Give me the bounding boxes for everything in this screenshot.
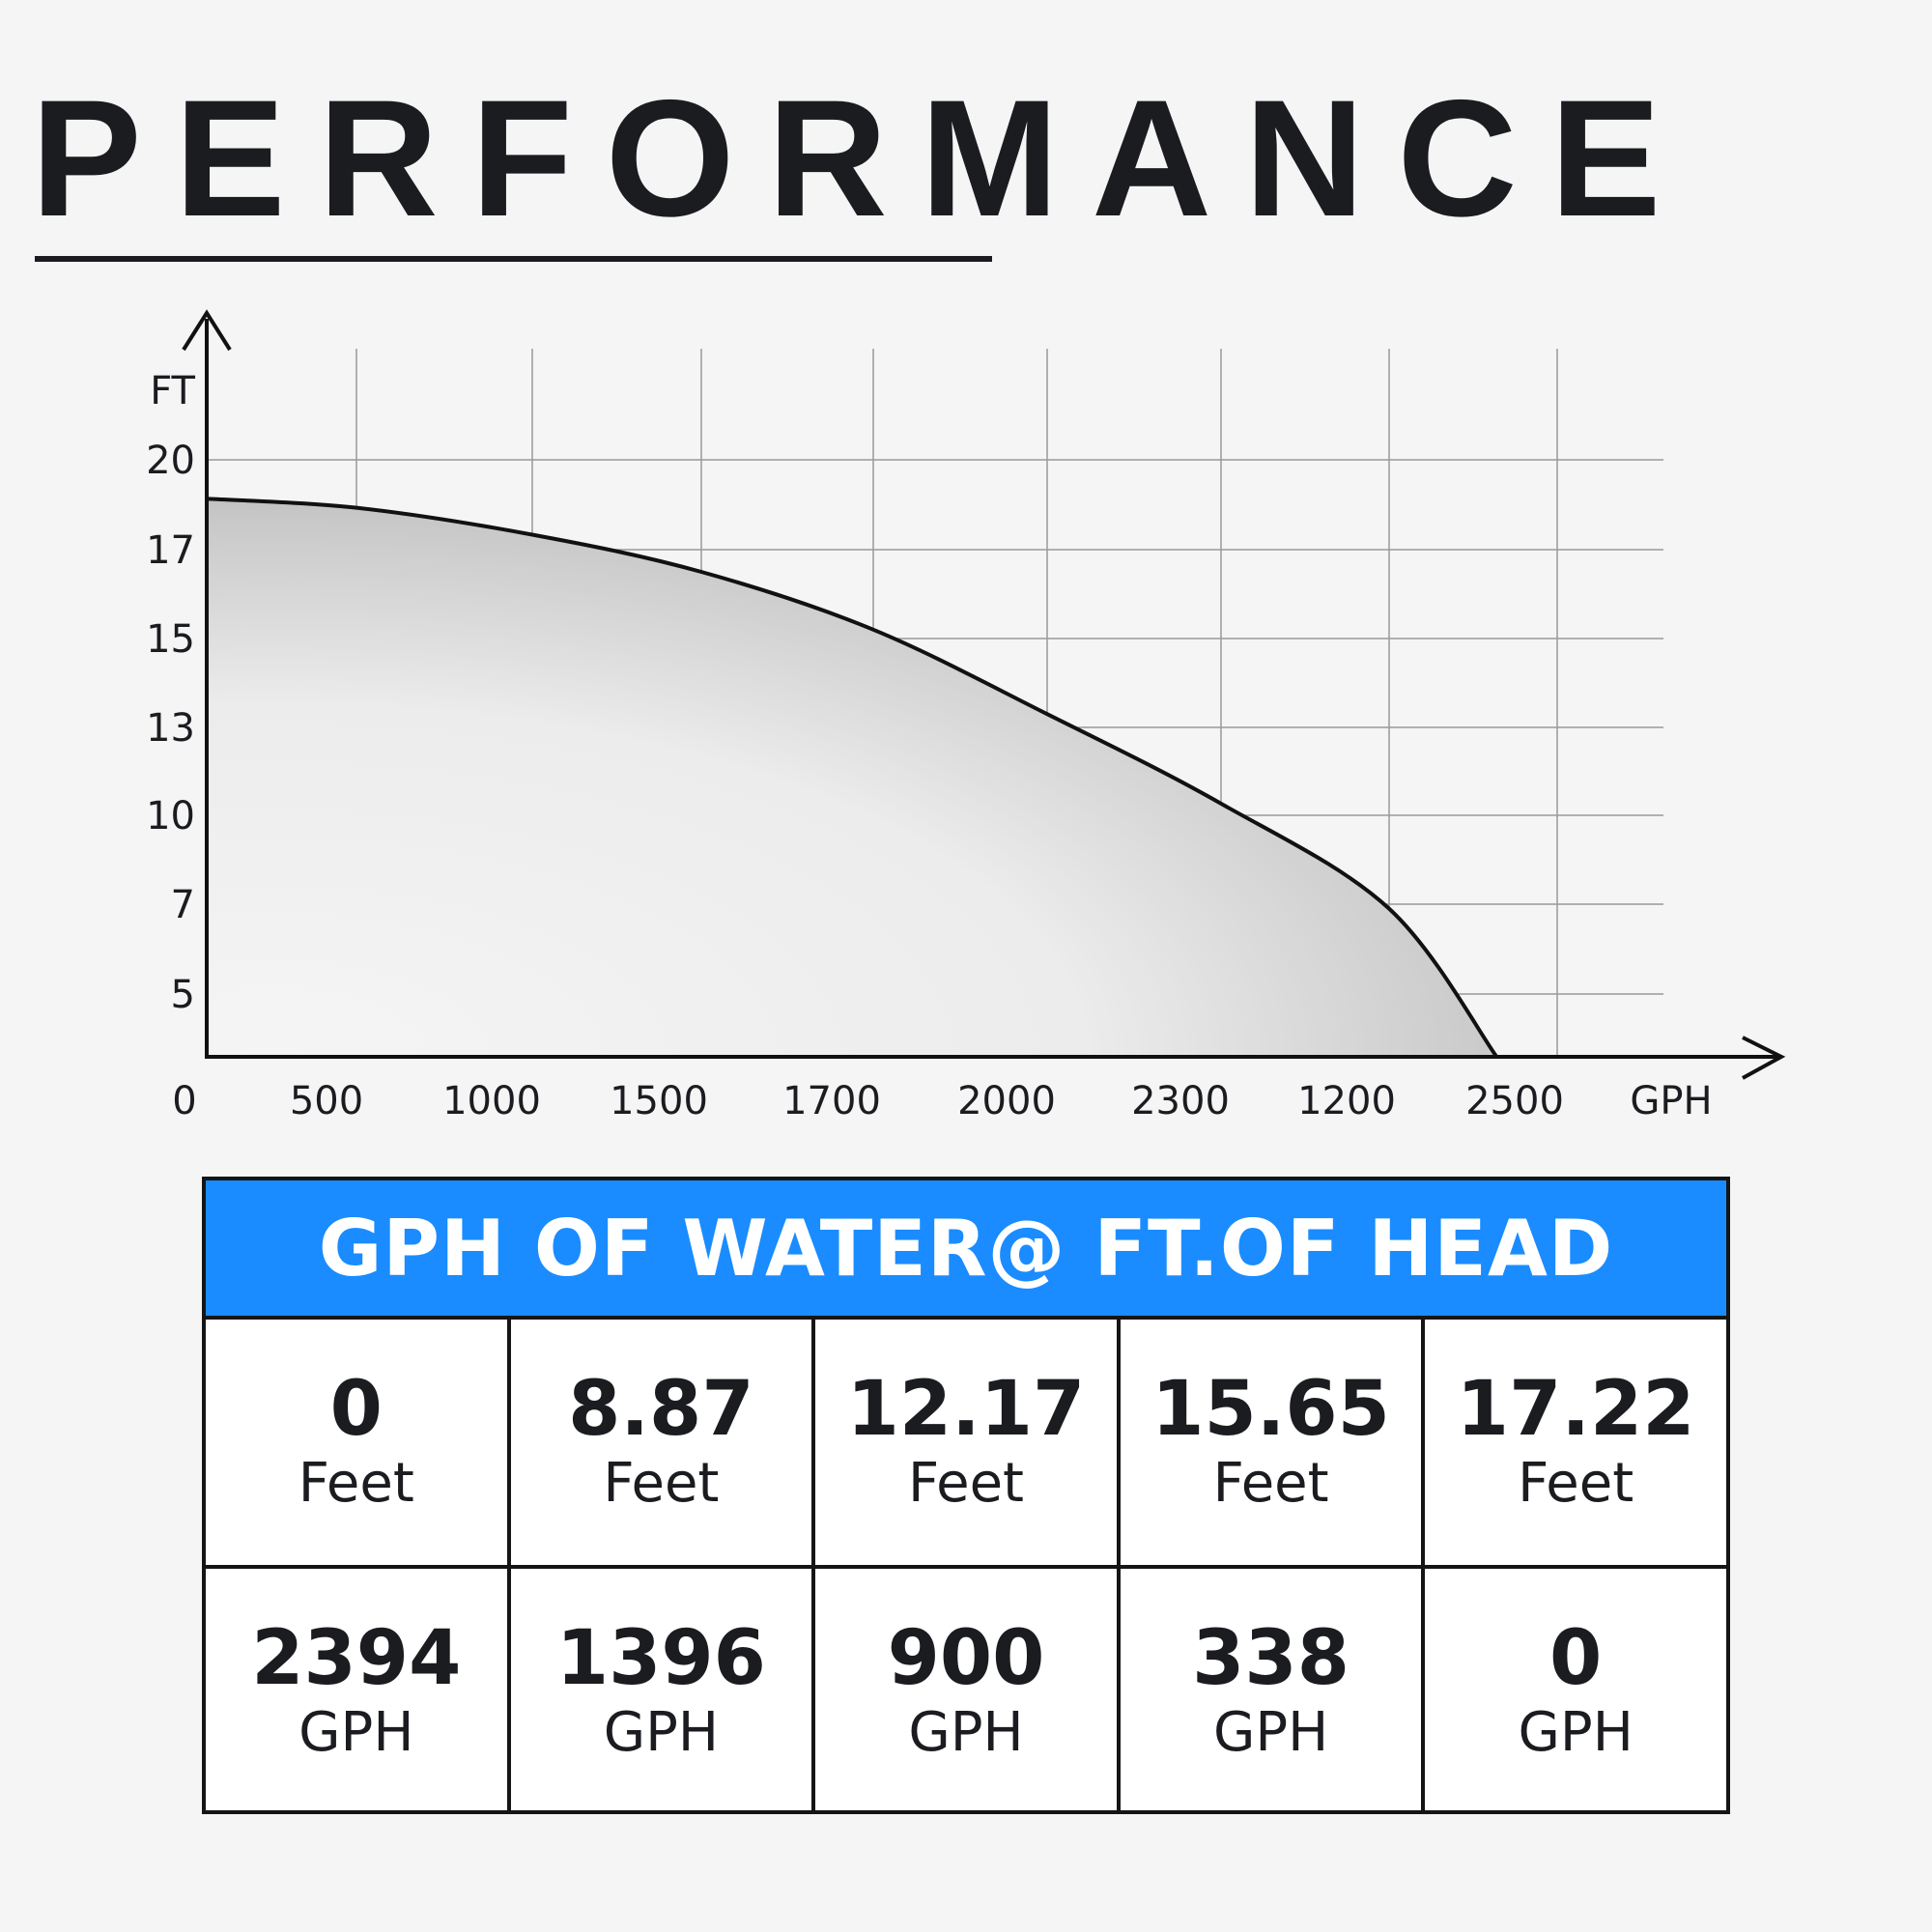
cell-value: 12.17 [846, 1365, 1086, 1453]
y-tick-label: 13 [146, 706, 195, 751]
y-tick-label: 15 [146, 617, 195, 662]
y-tick-label: 7 [171, 883, 195, 927]
cell-value: 0 [1549, 1614, 1603, 1702]
curve-area [207, 498, 1497, 1057]
table-cell: 338 GPH [1116, 1569, 1422, 1814]
y-axis-arrow-icon [182, 309, 232, 352]
y-tick-label: 20 [146, 439, 195, 483]
table-cell: 2394 GPH [206, 1569, 507, 1814]
performance-chart: 20 17 15 13 10 7 5 0 500 1000 1500 1700 2000 2300 1200… [146, 309, 1786, 1123]
cell-value: 2394 [251, 1614, 462, 1702]
cell-value: 1396 [555, 1614, 766, 1702]
y-tick-label: 5 [171, 973, 195, 1017]
x-tick-label: 2500 [1465, 1079, 1564, 1123]
cell-value: 900 [887, 1614, 1045, 1702]
table-cell: 15.65 Feet [1116, 1320, 1422, 1565]
table-cell: 1396 GPH [506, 1569, 812, 1814]
feet-row: 0 Feet 8.87 Feet 12.17 Feet 15.65 Feet 17.22… [206, 1320, 1726, 1565]
cell-unit: GPH [298, 1701, 414, 1765]
cell-value: 8.87 [568, 1365, 754, 1453]
x-tick-label: 0 [172, 1079, 196, 1123]
table-cell: 900 GPH [811, 1569, 1117, 1814]
y-tick-label: 17 [146, 528, 195, 573]
cell-unit: Feet [1518, 1452, 1634, 1516]
cell-value: 17.22 [1456, 1365, 1695, 1453]
title-underline [35, 256, 992, 262]
cell-unit: GPH [908, 1701, 1024, 1765]
table-cell: 12.17 Feet [811, 1320, 1117, 1565]
cell-unit: Feet [1212, 1452, 1329, 1516]
x-tick-label: 2000 [957, 1079, 1056, 1123]
x-tick-label: 1000 [442, 1079, 541, 1123]
cell-value: 15.65 [1151, 1365, 1390, 1453]
x-tick-label: 1200 [1297, 1079, 1396, 1123]
page-title: PERFORMANCE [31, 66, 1694, 251]
x-tick-label: 1500 [610, 1079, 708, 1123]
cell-value: 0 [329, 1365, 383, 1453]
x-axis-label: GPH [1630, 1079, 1712, 1123]
cell-unit: GPH [1212, 1701, 1329, 1765]
table-header: GPH OF WATER@ FT.OF HEAD [206, 1180, 1726, 1320]
x-tick-label: 1700 [782, 1079, 881, 1123]
table-cell: 0 Feet [206, 1320, 507, 1565]
cell-unit: Feet [603, 1452, 720, 1516]
table-cell: 0 GPH [1421, 1569, 1726, 1814]
x-tick-label: 500 [290, 1079, 363, 1123]
cell-unit: GPH [603, 1701, 720, 1765]
cell-value: 338 [1192, 1614, 1350, 1702]
cell-unit: Feet [907, 1452, 1024, 1516]
y-tick-label: 10 [146, 794, 195, 838]
table-cell: 17.22 Feet [1421, 1320, 1726, 1565]
x-axis-arrow-icon [1742, 1036, 1786, 1080]
performance-table: GPH OF WATER@ FT.OF HEAD 0 Feet 8.87 Feet … [202, 1177, 1730, 1814]
performance-curve [206, 497, 1498, 1059]
gph-row: 2394 GPH 1396 GPH 900 GPH 338 GPH 0 GPH [206, 1565, 1726, 1814]
cell-unit: GPH [1518, 1701, 1634, 1765]
x-tick-label: 2300 [1131, 1079, 1230, 1123]
cell-unit: Feet [298, 1452, 414, 1516]
y-axis-label: FT [150, 369, 195, 413]
table-cell: 8.87 Feet [506, 1320, 812, 1565]
